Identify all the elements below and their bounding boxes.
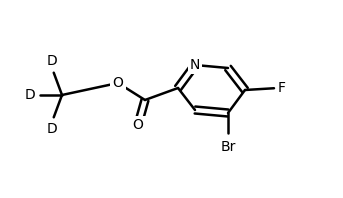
Text: D: D xyxy=(47,54,57,68)
Text: O: O xyxy=(132,118,143,132)
Text: D: D xyxy=(47,122,57,136)
Text: O: O xyxy=(113,76,123,90)
Text: N: N xyxy=(190,58,200,72)
Text: F: F xyxy=(278,81,286,95)
Text: D: D xyxy=(24,88,35,102)
Text: Br: Br xyxy=(220,140,236,154)
